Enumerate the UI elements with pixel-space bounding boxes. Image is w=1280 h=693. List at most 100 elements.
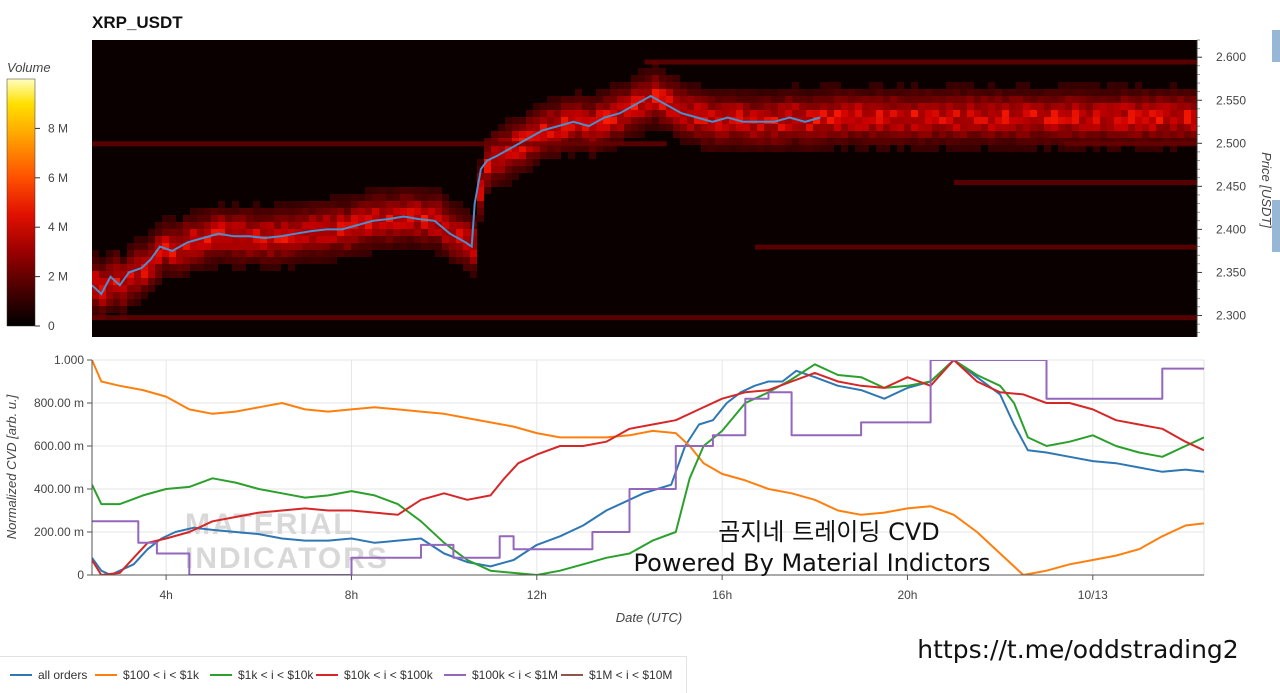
- heatmap-cell: [897, 82, 904, 89]
- heatmap-cell: [680, 103, 687, 110]
- heatmap-cell: [946, 103, 953, 110]
- heatmap-cell: [232, 201, 239, 208]
- heatmap-cell: [309, 236, 316, 243]
- heatmap-cell: [232, 243, 239, 250]
- heatmap-cell: [785, 117, 792, 124]
- heatmap-cell: [386, 229, 393, 236]
- heatmap-cell: [1177, 103, 1184, 110]
- heatmap-cell: [778, 145, 785, 152]
- heatmap-cell: [792, 117, 799, 124]
- heatmap-cell: [1135, 124, 1142, 131]
- heatmap-cell: [400, 208, 407, 215]
- heatmap-cell: [568, 152, 575, 159]
- heatmap-cell: [477, 159, 484, 166]
- heatmap-cell: [631, 82, 638, 89]
- heatmap-cell: [561, 96, 568, 103]
- side-scroll-tab[interactable]: [1272, 30, 1280, 62]
- heatmap-cell: [148, 243, 155, 250]
- legend-item[interactable]: $1k < i < $10k: [210, 668, 313, 682]
- heatmap-cell: [981, 131, 988, 138]
- heatmap-cell: [904, 131, 911, 138]
- heatmap-cell: [407, 236, 414, 243]
- heatmap-cell: [638, 117, 645, 124]
- heatmap-cell: [869, 110, 876, 117]
- cvd-series-line-2: [92, 360, 1204, 575]
- heatmap-cell: [512, 124, 519, 131]
- heatmap-cell: [1044, 145, 1051, 152]
- heatmap-cell: [1156, 145, 1163, 152]
- side-scroll-tab-2[interactable]: [1272, 200, 1280, 252]
- heatmap-cell: [155, 257, 162, 264]
- heatmap-cell: [232, 215, 239, 222]
- legend-item[interactable]: $100k < i < $1M: [444, 668, 558, 682]
- heatmap-cell: [281, 257, 288, 264]
- heatmap-cell: [386, 208, 393, 215]
- heatmap-cell: [351, 208, 358, 215]
- heatmap-cell: [1100, 89, 1107, 96]
- heatmap-cell: [624, 117, 631, 124]
- heatmap-cell: [603, 89, 610, 96]
- heatmap-cell: [890, 138, 897, 145]
- heatmap-cell: [960, 124, 967, 131]
- heatmap-cell: [190, 208, 197, 215]
- heatmap-cell: [372, 236, 379, 243]
- heatmap-cell: [92, 306, 99, 313]
- heatmap-cell: [505, 173, 512, 180]
- legend-item[interactable]: $100 < i < $1k: [95, 668, 199, 682]
- telegram-url[interactable]: https://t.me/oddstrading2: [917, 635, 1238, 664]
- heatmap-cell: [491, 145, 498, 152]
- heatmap-cell: [757, 138, 764, 145]
- heatmap-cell: [995, 110, 1002, 117]
- heatmap-cell: [799, 145, 806, 152]
- heatmap-cell: [99, 285, 106, 292]
- heatmap-cell: [134, 264, 141, 271]
- heatmap-cell: [183, 250, 190, 257]
- colorbar: [6, 78, 36, 327]
- heatmap-cell: [617, 103, 624, 110]
- heatmap-cell: [1002, 96, 1009, 103]
- heatmap-cell: [918, 138, 925, 145]
- heatmap-cell: [1107, 145, 1114, 152]
- heatmap-cell: [113, 250, 120, 257]
- heatmap-cell: [442, 201, 449, 208]
- heatmap-cell: [260, 264, 267, 271]
- heatmap-cell: [330, 257, 337, 264]
- heatmap-cell: [883, 89, 890, 96]
- heatmap-cell: [974, 89, 981, 96]
- heatmap-cell: [1086, 110, 1093, 117]
- heatmap-cell: [232, 250, 239, 257]
- heatmap-cell: [967, 110, 974, 117]
- heatmap-cell: [323, 250, 330, 257]
- heatmap-cell: [190, 264, 197, 271]
- heatmap-cell: [127, 250, 134, 257]
- heatmap-cell: [750, 138, 757, 145]
- heatmap-cell: [239, 236, 246, 243]
- legend-item[interactable]: $10k < i < $100k: [316, 668, 433, 682]
- heatmap-cell: [281, 208, 288, 215]
- heatmap-cell: [806, 96, 813, 103]
- heatmap-cell: [988, 103, 995, 110]
- heatmap-cell: [1121, 117, 1128, 124]
- heatmap-cell: [687, 89, 694, 96]
- heatmap-cell: [113, 264, 120, 271]
- legend-item[interactable]: $1M < i < $10M: [561, 668, 672, 682]
- heatmap-cell: [1121, 110, 1128, 117]
- heatmap-cell: [260, 222, 267, 229]
- heatmap-cell: [575, 117, 582, 124]
- heatmap-cell: [1107, 131, 1114, 138]
- heatmap-cell: [981, 96, 988, 103]
- heatmap-cell: [757, 124, 764, 131]
- heatmap-cell: [673, 96, 680, 103]
- legend-item[interactable]: all orders: [10, 668, 87, 682]
- heatmap-cell: [834, 82, 841, 89]
- heatmap-cell: [680, 117, 687, 124]
- legend-label: $1k < i < $10k: [238, 668, 314, 682]
- heatmap-cell: [169, 271, 176, 278]
- heatmap-cell: [526, 159, 533, 166]
- heatmap-cell: [344, 243, 351, 250]
- heatmap-cell: [841, 131, 848, 138]
- heatmap-cell: [659, 89, 666, 96]
- heatmap-cell: [897, 138, 904, 145]
- heatmap-cell: [1121, 82, 1128, 89]
